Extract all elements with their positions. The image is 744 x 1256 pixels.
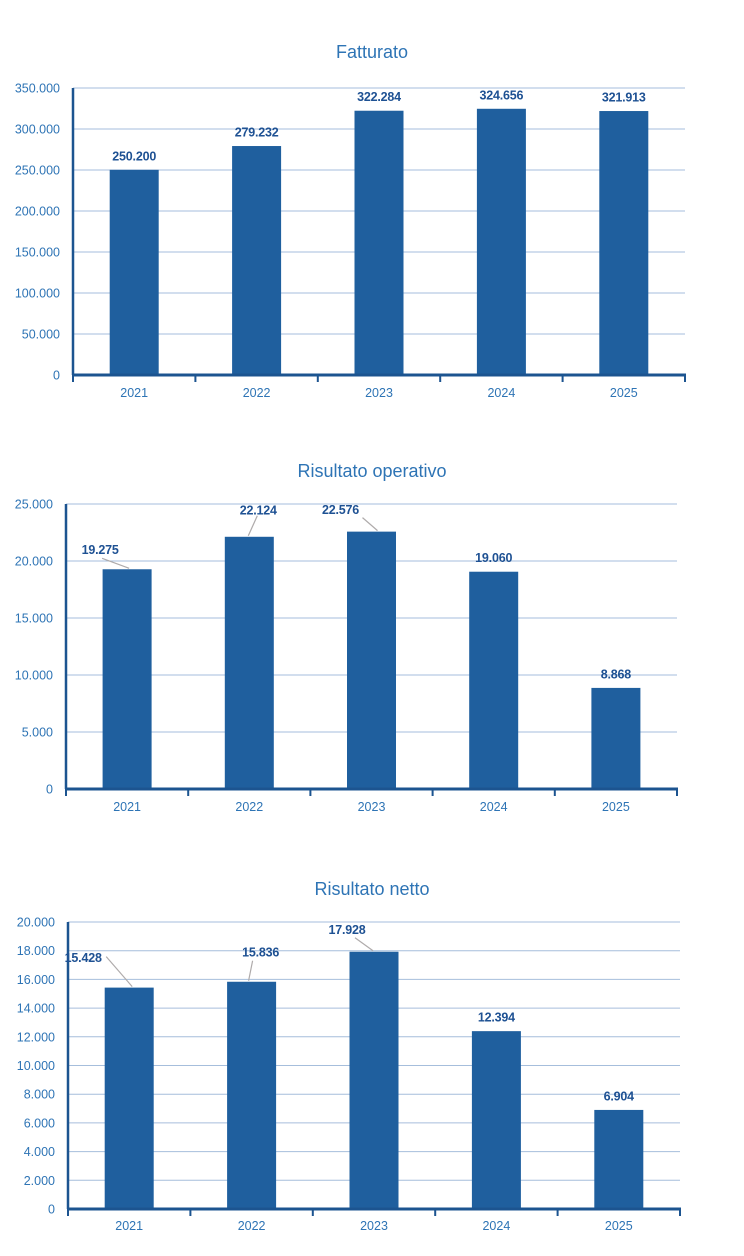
bar-2022 xyxy=(232,146,282,375)
y-axis-tick-label: 100.000 xyxy=(15,287,60,301)
risultato-netto-bar-chart: 0 2.000 4.000 6.000 8.000 10.000 12.000 14.000 1… xyxy=(17,916,681,1233)
data-label: 250.200 xyxy=(112,149,156,163)
y-axis-tick-label: 150.000 xyxy=(15,246,60,260)
data-label-leader-line xyxy=(248,960,254,981)
y-axis-tick-label: 200.000 xyxy=(15,205,60,219)
x-axis-category-label: 2024 xyxy=(482,1219,510,1233)
y-axis-tick-label: 300.000 xyxy=(15,123,60,137)
chart-title-fatturato: Fatturato xyxy=(335,42,409,62)
bar-2025 xyxy=(591,687,641,789)
data-label: 12.394 xyxy=(478,1011,515,1025)
risultato-operativo-bar-chart: 0 5.000 10.000 15.000 20.000 25.000 2021 2022 20… xyxy=(15,498,678,814)
y-axis-tick-label: 5.000 xyxy=(22,726,53,740)
data-label: 279.232 xyxy=(235,126,279,140)
bar-2023 xyxy=(354,110,404,376)
x-axis-category-label: 2023 xyxy=(358,800,386,814)
data-label-leader-line xyxy=(354,937,374,952)
data-label-leader-line xyxy=(247,515,258,537)
y-axis-tick-label: 350.000 xyxy=(15,82,60,96)
y-axis-tick-label: 8.000 xyxy=(24,1088,55,1102)
y-axis-tick-label: 15.000 xyxy=(15,612,53,626)
x-axis-category-label: 2021 xyxy=(115,1219,143,1233)
bar-2021 xyxy=(109,169,159,375)
y-axis-tick-label: 12.000 xyxy=(17,1030,55,1044)
x-axis-category-label: 2022 xyxy=(235,800,263,814)
data-label-leader-line xyxy=(105,956,133,988)
bar-2022 xyxy=(227,981,277,1209)
x-axis-category-label: 2024 xyxy=(487,386,515,400)
x-axis-category-label: 2023 xyxy=(360,1219,388,1233)
fatturato-bar-chart: 0 50.000 100.000 150.000 200.000 250.000 300.0… xyxy=(15,82,686,400)
y-axis-tick-label: 20.000 xyxy=(15,555,53,569)
data-label-leader-line xyxy=(101,557,130,569)
x-axis-category-label: 2023 xyxy=(365,386,393,400)
y-axis-tick-label: 2.000 xyxy=(24,1174,55,1188)
data-label-leader-line xyxy=(362,517,378,532)
y-axis-tick-label: 0 xyxy=(48,1203,55,1217)
bar-2025 xyxy=(599,111,649,375)
y-axis-tick-label: 20.000 xyxy=(17,916,55,930)
data-label: 22.124 xyxy=(240,503,277,517)
data-label: 8.868 xyxy=(601,667,632,681)
bar-2022 xyxy=(224,536,274,789)
data-label: 6.904 xyxy=(604,1089,635,1103)
y-axis-tick-label: 14.000 xyxy=(17,1002,55,1016)
x-axis-category-label: 2022 xyxy=(238,1219,266,1233)
bar-2024 xyxy=(469,571,519,789)
bar-2021 xyxy=(102,569,152,789)
x-axis-category-label: 2024 xyxy=(480,800,508,814)
y-axis-tick-label: 50.000 xyxy=(22,328,60,342)
x-axis-category-label: 2025 xyxy=(605,1219,633,1233)
y-axis-tick-label: 10.000 xyxy=(17,1059,55,1073)
y-axis-tick-label: 16.000 xyxy=(17,973,55,987)
x-axis-category-label: 2021 xyxy=(113,800,141,814)
data-label: 321.913 xyxy=(602,91,646,105)
bar-2025 xyxy=(594,1109,644,1209)
data-label: 15.428 xyxy=(65,951,102,965)
bar-2023 xyxy=(347,531,396,789)
bar-2023 xyxy=(349,951,399,1209)
y-axis-tick-label: 4.000 xyxy=(24,1145,55,1159)
data-label: 19.275 xyxy=(82,543,119,557)
x-axis-category-label: 2025 xyxy=(602,800,630,814)
x-axis-category-label: 2025 xyxy=(610,386,638,400)
chart-title-risultato-netto: Risultato netto xyxy=(314,879,430,899)
data-label: 15.836 xyxy=(242,945,279,959)
y-axis-tick-label: 18.000 xyxy=(17,944,55,958)
y-axis-tick-label: 25.000 xyxy=(15,498,53,512)
y-axis-tick-label: 0 xyxy=(46,783,53,797)
bar-2024 xyxy=(476,108,526,376)
x-axis-category-label: 2022 xyxy=(243,386,271,400)
bar-2021 xyxy=(104,987,154,1209)
data-label: 19.060 xyxy=(475,551,512,565)
y-axis-tick-label: 250.000 xyxy=(15,164,60,178)
data-label: 322.284 xyxy=(357,90,401,104)
y-axis-tick-label: 10.000 xyxy=(15,669,53,683)
data-label: 22.576 xyxy=(322,503,359,517)
bar-2024 xyxy=(471,1031,521,1209)
data-label: 17.928 xyxy=(328,923,365,937)
data-label: 324.656 xyxy=(480,88,524,102)
x-axis-category-label: 2021 xyxy=(120,386,148,400)
y-axis-tick-label: 6.000 xyxy=(24,1116,55,1130)
chart-title-risultato-operativo: Risultato operativo xyxy=(297,461,447,481)
y-axis-tick-label: 0 xyxy=(53,369,60,383)
